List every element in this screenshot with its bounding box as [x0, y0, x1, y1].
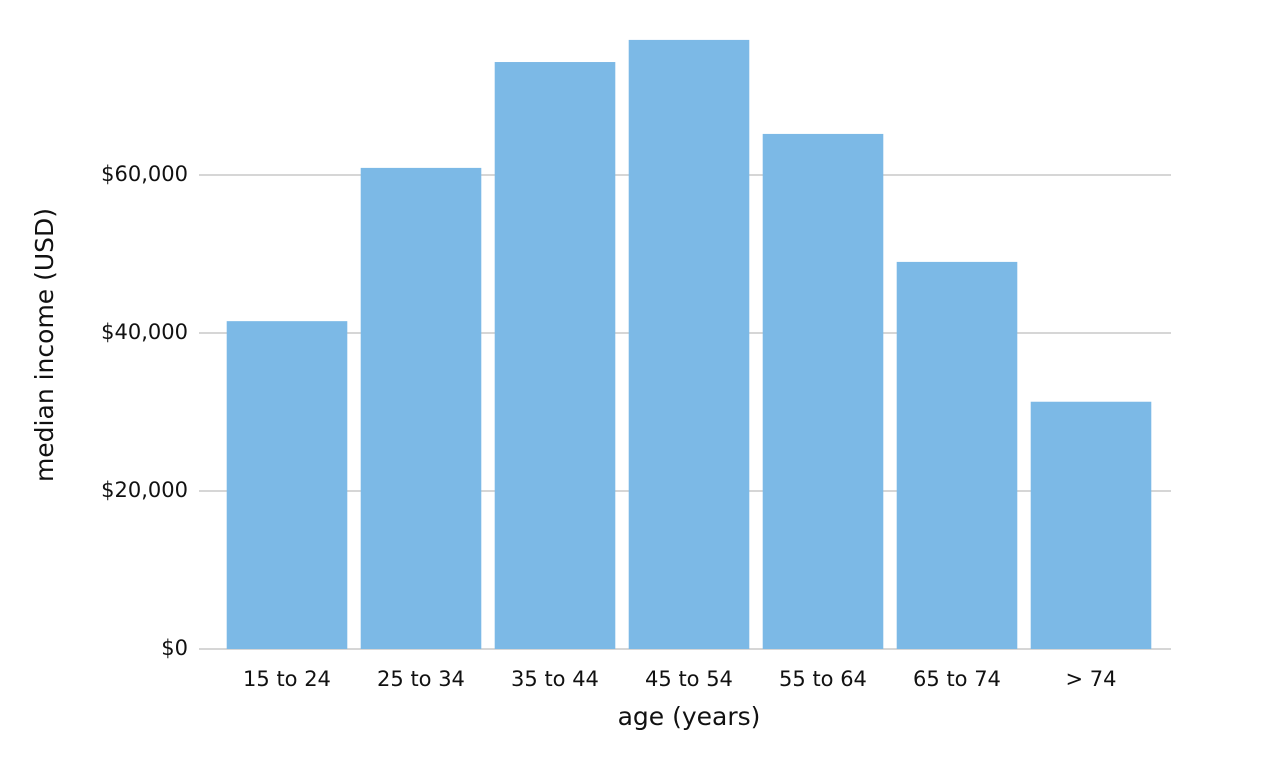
x-tick-label: 45 to 54 [645, 667, 733, 691]
bar [360, 167, 482, 649]
x-tick-label: 55 to 64 [779, 667, 867, 691]
bar [494, 62, 616, 649]
y-tick-label: $20,000 [101, 478, 188, 502]
y-tick-label: $0 [161, 636, 188, 660]
x-tick-label: > 74 [1066, 667, 1117, 691]
x-tick-label: 65 to 74 [913, 667, 1001, 691]
bar [762, 133, 884, 650]
x-tick-label: 15 to 24 [243, 667, 331, 691]
y-tick-label: $40,000 [101, 320, 188, 344]
y-axis-title: median income (USD) [30, 208, 59, 482]
x-axis-title: age (years) [618, 702, 761, 731]
x-tick-label: 35 to 44 [511, 667, 599, 691]
bar [226, 321, 348, 649]
bar [896, 261, 1018, 649]
bar [628, 39, 750, 650]
bar [1030, 401, 1152, 649]
x-tick-label: 25 to 34 [377, 667, 465, 691]
y-tick-label: $60,000 [101, 162, 188, 186]
